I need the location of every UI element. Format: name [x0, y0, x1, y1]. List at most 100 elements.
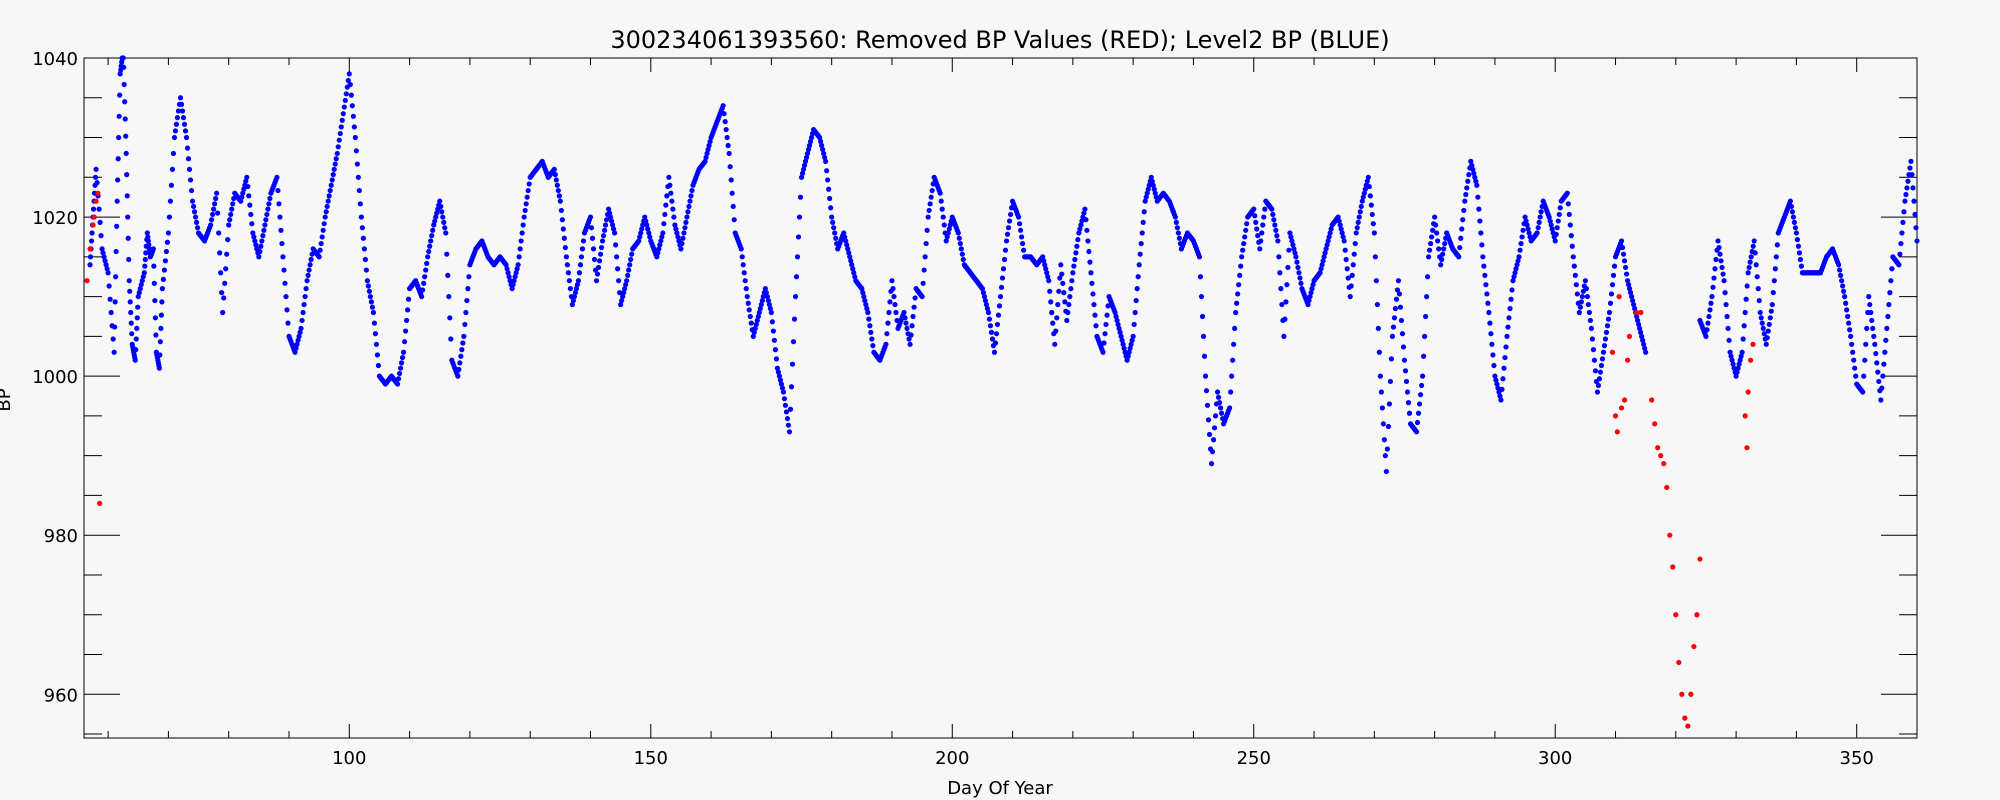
data-point	[157, 339, 163, 345]
data-point	[869, 336, 875, 342]
data-point	[959, 251, 965, 257]
data-point	[190, 203, 197, 210]
data-point	[1773, 254, 1779, 260]
data-point	[1715, 238, 1721, 244]
data-point	[1209, 449, 1216, 455]
data-point	[150, 246, 156, 252]
data-point	[125, 214, 131, 220]
data-point	[1290, 242, 1296, 248]
axis-ticks: 100 150 200 250 300 350 960 980 1000 1020 1040	[32, 49, 1918, 769]
data-point	[95, 190, 101, 196]
data-point	[264, 211, 270, 218]
data-point	[1210, 437, 1217, 443]
data-point	[574, 282, 581, 288]
data-point	[1733, 373, 1739, 379]
data-point	[1465, 178, 1471, 184]
data-point	[1565, 201, 1571, 207]
data-point	[1136, 262, 1142, 268]
data-point	[1141, 209, 1147, 215]
data-point	[364, 278, 370, 284]
data-point	[1345, 275, 1351, 281]
data-point	[1463, 191, 1469, 198]
data-point	[429, 233, 435, 239]
data-point	[776, 373, 783, 379]
y-axis-label: BP	[0, 388, 15, 411]
data-point	[859, 286, 865, 292]
data-point	[667, 182, 673, 188]
data-point	[1327, 230, 1333, 236]
data-point	[93, 198, 99, 204]
data-point	[1139, 230, 1145, 236]
data-point	[115, 177, 121, 183]
data-point	[1658, 453, 1664, 459]
data-point	[1150, 182, 1156, 188]
data-point	[1017, 227, 1024, 233]
data-point	[619, 297, 625, 304]
data-point	[904, 325, 910, 332]
data-point	[607, 214, 614, 220]
data-point	[142, 256, 148, 263]
data-point	[421, 280, 427, 286]
data-point	[1552, 238, 1558, 244]
data-point	[725, 142, 731, 149]
data-point	[1566, 211, 1572, 218]
data-point	[1387, 378, 1394, 385]
data-point	[663, 202, 669, 208]
data-point	[807, 138, 814, 145]
data-point	[395, 376, 402, 382]
data-point	[981, 293, 988, 300]
data-point	[158, 312, 164, 318]
data-point	[343, 91, 349, 97]
data-point	[1114, 317, 1120, 324]
data-point	[90, 222, 96, 228]
data-point	[165, 230, 172, 236]
data-point	[447, 315, 453, 321]
data-point	[747, 313, 753, 320]
data-point	[1336, 218, 1342, 224]
data-point	[1339, 230, 1345, 236]
data-point	[1152, 190, 1158, 196]
data-point	[87, 254, 94, 260]
data-point	[1406, 410, 1413, 416]
data-point	[1673, 612, 1679, 618]
data-point	[782, 402, 789, 408]
data-point	[458, 353, 464, 359]
data-point	[265, 206, 271, 212]
data-point	[191, 209, 198, 215]
data-point	[689, 187, 695, 194]
data-point	[1729, 357, 1735, 363]
data-point	[1750, 341, 1756, 347]
data-point	[1770, 290, 1776, 296]
data-point	[656, 246, 662, 252]
data-point	[218, 270, 224, 276]
data-point	[1126, 349, 1132, 355]
data-point	[984, 305, 991, 312]
data-point	[1638, 309, 1644, 316]
data-point	[211, 206, 217, 212]
data-point	[1040, 254, 1046, 260]
data-point	[425, 254, 431, 260]
data-point	[554, 182, 560, 188]
data-point	[324, 203, 330, 210]
data-point	[442, 225, 448, 231]
data-point	[557, 198, 563, 204]
data-point	[1726, 337, 1732, 343]
data-point	[1869, 317, 1875, 324]
data-point	[156, 365, 162, 371]
data-point	[1902, 198, 1908, 204]
data-point	[437, 198, 443, 204]
data-point	[1478, 230, 1484, 236]
data-point	[870, 343, 876, 349]
data-point	[88, 238, 95, 244]
data-point	[1912, 211, 1918, 218]
data-point	[1458, 235, 1464, 241]
data-point	[1619, 244, 1626, 251]
data-point	[110, 336, 116, 342]
data-point	[367, 293, 374, 300]
data-point	[1020, 240, 1026, 247]
data-point	[791, 316, 798, 322]
data-point	[208, 222, 214, 228]
data-point	[240, 190, 246, 196]
data-point	[1338, 226, 1344, 232]
